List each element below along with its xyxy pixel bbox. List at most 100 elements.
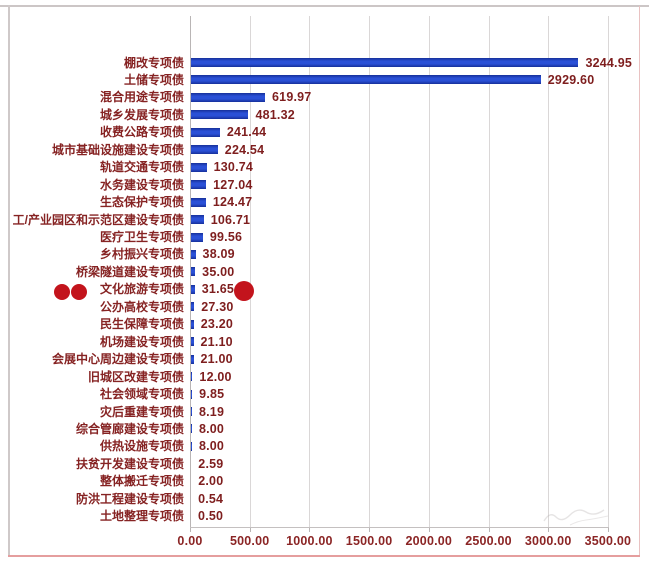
x-axis-tick: [488, 527, 490, 532]
value-label: 38.09: [202, 247, 235, 262]
annotation-circle: [53, 283, 70, 300]
x-axis-tick-label: 3500.00: [584, 534, 632, 548]
bar: [191, 58, 579, 67]
value-label: 21.10: [200, 334, 233, 349]
value-label: 2.00: [198, 474, 224, 489]
bar: [191, 319, 194, 329]
bar: [191, 127, 220, 137]
value-label: 8.00: [198, 439, 225, 454]
x-axis-tick-label: 2000.00: [405, 534, 453, 548]
value-label: 3244.95: [585, 55, 633, 70]
gridline: [488, 16, 490, 527]
bar: [191, 110, 249, 120]
bar: [191, 302, 195, 312]
category-label: 轨道交通专项债: [99, 160, 184, 175]
category-label: 工/产业园区和示范区建设专项债: [12, 212, 184, 227]
x-axis-tick-label: 1000.00: [286, 534, 333, 548]
category-label: 灾后重建专项债: [99, 404, 184, 419]
bar: [191, 284, 195, 294]
gridline: [309, 16, 311, 527]
category-label: 土地整理专项债: [99, 509, 184, 524]
bar: [191, 197, 206, 207]
bar: [191, 162, 207, 172]
category-label: 城市基础设施建设专项债: [51, 142, 184, 157]
x-axis-line: [190, 527, 609, 528]
value-label: 106.71: [210, 212, 251, 227]
value-label: 8.00: [198, 421, 225, 436]
x-axis-tick: [428, 527, 430, 532]
category-label: 收费公路专项债: [99, 125, 184, 140]
value-label: 9.85: [199, 387, 225, 402]
value-label: 130.74: [213, 160, 254, 175]
value-label: 99.56: [209, 230, 243, 244]
x-axis-tick: [548, 527, 550, 532]
category-label: 防洪工程建设专项债: [75, 491, 184, 506]
category-label: 民生保障专项债: [99, 317, 184, 332]
bar: [191, 267, 196, 277]
value-label: 27.30: [201, 299, 234, 314]
value-label: 35.00: [202, 264, 235, 279]
bar: [191, 145, 218, 155]
category-label: 棚改专项债: [123, 55, 184, 70]
category-label: 综合管廊建设专项债: [75, 421, 184, 436]
value-label: 481.32: [255, 107, 295, 122]
bar: [191, 354, 194, 364]
bar: [191, 424, 192, 434]
bar: [191, 337, 194, 347]
x-axis-tick: [369, 527, 371, 532]
category-label: 生态保护专项债: [99, 195, 184, 210]
category-label: 公办高校专项债: [99, 299, 184, 314]
gridline: [249, 16, 251, 527]
x-axis-tick: [607, 527, 609, 532]
bar: [191, 215, 204, 225]
bar: [191, 372, 193, 382]
x-axis-tick: [309, 527, 311, 532]
category-label: 乡村振兴专项债: [99, 247, 184, 262]
category-label: 水务建设专项债: [99, 177, 184, 192]
bar: [191, 75, 541, 85]
x-axis-tick-label: 3000.00: [524, 534, 572, 548]
category-label: 城乡发展专项债: [99, 107, 184, 122]
value-label: 0.50: [198, 509, 224, 524]
bar: [191, 180, 207, 190]
x-axis-tick: [190, 527, 191, 532]
category-label: 供热设施专项债: [99, 439, 184, 454]
frame-border-left: [8, 5, 10, 556]
x-axis-tick-label: 500.00: [229, 534, 270, 548]
bar: [191, 249, 196, 259]
category-axis-line: [190, 16, 191, 527]
x-axis-tick-label: 2500.00: [465, 534, 512, 548]
gridline: [607, 16, 609, 527]
category-label: 混合用途专项债: [99, 90, 184, 105]
annotation-circle: [234, 281, 254, 302]
x-axis-tick-label: 0.00: [177, 534, 203, 548]
category-label: 土储专项债: [123, 72, 184, 87]
value-label: 23.20: [200, 317, 234, 332]
bar: [191, 232, 203, 242]
category-label: 文化旅游专项债: [99, 282, 184, 297]
value-label: 619.97: [272, 90, 312, 105]
frame-border-top: [0, 5, 649, 7]
bar: [191, 389, 193, 399]
gridline: [369, 16, 371, 527]
watermark-smudge: [543, 509, 609, 526]
bar: [191, 407, 192, 416]
category-label: 社会领域专项债: [99, 387, 184, 402]
annotation-circle: [71, 283, 87, 300]
category-label: 会展中心周边建设专项债: [51, 352, 184, 367]
category-label: 扶贫开发建设专项债: [75, 456, 184, 471]
value-label: 0.54: [198, 491, 224, 506]
bar: [191, 92, 266, 102]
value-label: 31.65: [201, 282, 235, 297]
category-label: 整体搬迁专项债: [99, 474, 184, 489]
category-label: 机场建设专项债: [99, 334, 184, 349]
category-label: 医疗卫生专项债: [99, 230, 184, 244]
frame-border-right: [639, 6, 640, 556]
value-label: 8.19: [198, 404, 225, 419]
x-axis-tick-label: 1500.00: [345, 534, 393, 548]
value-label: 124.47: [212, 195, 253, 210]
value-label: 2929.60: [547, 72, 595, 87]
value-label: 224.54: [224, 142, 265, 157]
